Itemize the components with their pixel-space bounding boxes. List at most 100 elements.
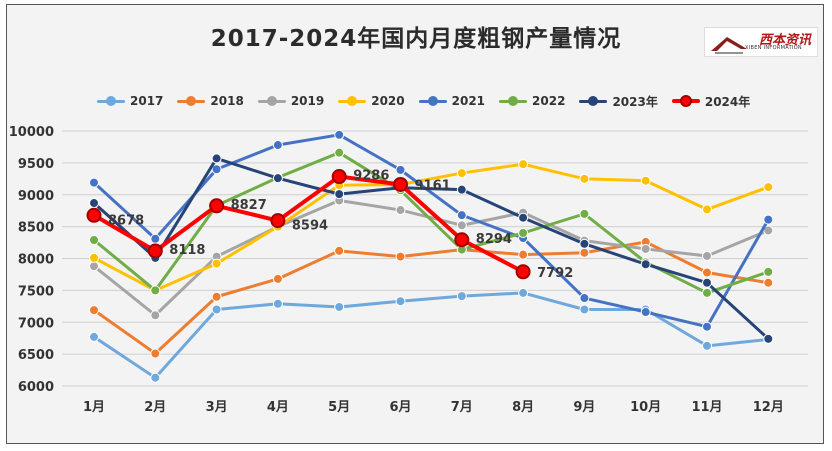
legend-label: 2021: [451, 94, 486, 108]
data-point: [211, 304, 222, 315]
data-label: 9286: [353, 169, 389, 184]
y-tick-label: 7500: [18, 284, 54, 299]
legend-swatch: [671, 95, 700, 107]
data-point: [150, 372, 161, 383]
legend-label: 2018: [210, 94, 244, 108]
data-point: [763, 266, 774, 277]
data-label: 7792: [537, 266, 573, 281]
data-point: [150, 348, 161, 359]
data-point: [640, 175, 651, 186]
legend-item: 2019: [257, 94, 325, 108]
data-point: [640, 259, 651, 270]
data-point: [518, 212, 529, 223]
data-point: [395, 205, 406, 216]
data-point: [579, 293, 590, 304]
data-point: [702, 287, 712, 298]
legend-label: 2023年: [612, 94, 658, 109]
data-point: [89, 331, 99, 342]
x-tick-label: 3月: [206, 400, 228, 415]
series-line-2020: [92, 162, 770, 292]
data-point: [211, 153, 222, 164]
y-tick-label: 8500: [18, 221, 54, 236]
y-tick-label: 9000: [18, 189, 54, 204]
data-point: [150, 233, 161, 244]
x-tick-label: 10月: [630, 400, 661, 415]
data-point: [456, 168, 467, 179]
x-tick-label: 11月: [691, 400, 722, 415]
data-label: 8118: [169, 243, 205, 258]
legend-swatch: [579, 95, 608, 107]
data-point: [150, 285, 161, 296]
data-point: [334, 147, 345, 158]
data-point: [211, 164, 222, 175]
data-point: [763, 182, 774, 193]
data-point: [89, 198, 99, 209]
data-point: [702, 277, 712, 288]
y-tick-label: 6000: [18, 380, 54, 395]
data-point: [456, 291, 467, 302]
data-label: 8678: [108, 213, 144, 228]
data-point: [393, 176, 408, 192]
y-tick-label: 6500: [18, 348, 54, 363]
data-point: [702, 321, 712, 332]
data-point: [334, 245, 345, 256]
brand-logo: 西本资讯 XIBEN INFORMATION: [704, 27, 818, 57]
data-label: 8294: [476, 232, 512, 247]
data-point: [456, 210, 467, 221]
y-tick-label: 10000: [9, 125, 54, 140]
data-label: 8594: [292, 219, 328, 234]
data-point: [456, 184, 467, 195]
data-point: [272, 298, 283, 309]
series-line-2024年: [92, 174, 526, 274]
legend-label: 2020: [371, 94, 405, 108]
x-tick-label: 6月: [389, 400, 411, 415]
legend-item: 2022: [499, 94, 565, 108]
series-line-2018: [92, 240, 770, 355]
x-tick-label: 8月: [512, 400, 534, 415]
data-point: [702, 340, 712, 351]
data-point: [209, 198, 225, 214]
data-point: [331, 169, 347, 185]
data-point: [89, 305, 99, 316]
data-point: [89, 235, 99, 246]
legend-item: 2023年: [579, 93, 658, 110]
data-point: [334, 189, 345, 200]
data-label: 9161: [415, 178, 451, 193]
data-point: [579, 247, 590, 258]
data-point: [702, 204, 712, 215]
legend-swatch: [97, 95, 125, 107]
x-tick-label: 4月: [267, 400, 289, 415]
data-point: [518, 159, 529, 170]
data-point: [518, 249, 529, 260]
x-tick-label: 1月: [83, 400, 105, 415]
legend-label: 2022: [532, 94, 566, 108]
data-point: [211, 291, 222, 302]
logo-name: 西本资讯: [759, 33, 812, 48]
legend-label: 2019: [290, 94, 325, 108]
data-point: [89, 252, 99, 263]
logo-subtitle: XIBEN INFORMATION: [745, 45, 802, 51]
chart-title: 2017-2024年国内月度粗钢产量情况: [210, 26, 622, 52]
data-point: [518, 287, 529, 298]
series-line-2019: [92, 198, 770, 317]
data-point: [86, 207, 102, 223]
data-point: [395, 251, 406, 262]
data-point: [89, 261, 99, 272]
data-point: [702, 250, 712, 261]
data-point: [334, 129, 345, 140]
data-point: [211, 258, 222, 269]
legend-item: 2024年: [671, 93, 751, 110]
y-tick-label: 7000: [18, 316, 54, 331]
data-point: [515, 264, 531, 280]
series-line-2023年: [92, 156, 770, 341]
legend-swatch: [257, 95, 286, 107]
data-point: [272, 140, 283, 151]
data-point: [147, 243, 163, 259]
legend-item: 2021: [418, 94, 486, 108]
data-point: [454, 232, 470, 248]
legend-item: 2020: [338, 94, 405, 108]
data-point: [89, 177, 99, 188]
legend-label: 2024年: [704, 94, 751, 109]
data-point: [272, 273, 283, 284]
legend-item: 2017: [97, 94, 163, 108]
